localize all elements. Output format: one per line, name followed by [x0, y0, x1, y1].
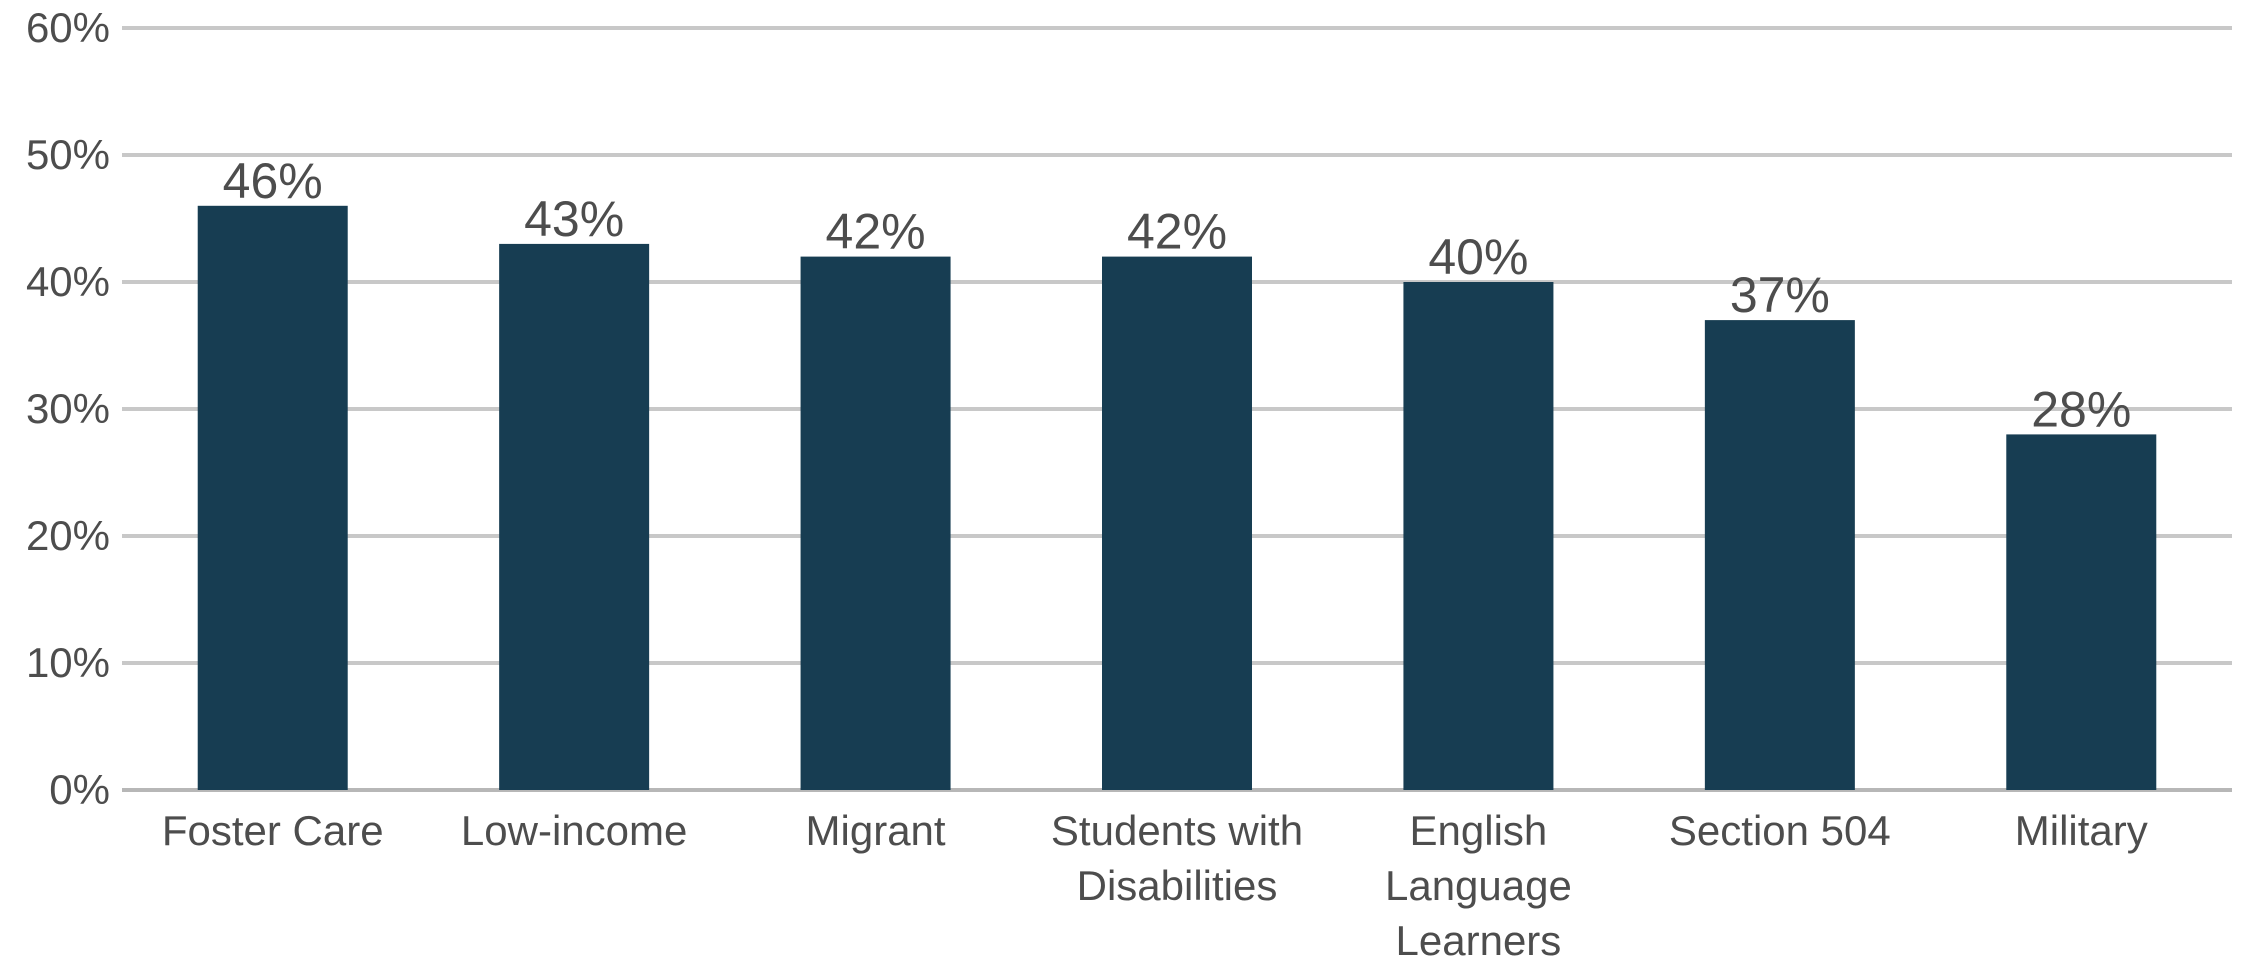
- x-axis-ticks: Foster Care Low-income Migrant Students wit…: [162, 807, 2148, 964]
- bar-4: [1403, 282, 1554, 790]
- y-axis-ticks: 0% 10% 20% 30% 40% 50% 60%: [26, 4, 110, 813]
- data-label-2: 42%: [826, 204, 926, 260]
- data-label-3: 42%: [1127, 204, 1227, 260]
- y-tick-label-20: 20%: [26, 512, 110, 559]
- y-tick-label-60: 60%: [26, 4, 110, 51]
- y-tick-label-0: 0%: [49, 766, 110, 813]
- bar-1: [499, 243, 650, 790]
- bar-5: [1704, 320, 1855, 790]
- data-labels: 46% 43% 42% 42% 40% 37% 28%: [223, 153, 2132, 438]
- data-label-6: 28%: [2031, 381, 2131, 437]
- x-tick-label-4-2: Learners: [1396, 917, 1562, 964]
- y-tick-label-40: 40%: [26, 258, 110, 305]
- x-tick-label-4-0: English: [1410, 807, 1548, 854]
- bars: [197, 205, 2157, 791]
- x-tick-label-6-0: Military: [2015, 807, 2148, 854]
- x-tick-label-3-0: Students with: [1051, 807, 1303, 854]
- x-tick-label-4-1: Language: [1385, 862, 1572, 909]
- data-label-5: 37%: [1730, 267, 1830, 323]
- x-tick-label-0-0: Foster Care: [162, 807, 384, 854]
- x-tick-label-3-1: Disabilities: [1077, 862, 1278, 909]
- bar-3: [1102, 256, 1252, 791]
- bar-2: [800, 256, 951, 791]
- data-label-1: 43%: [524, 191, 624, 247]
- x-tick-label-2-0: Migrant: [806, 807, 946, 854]
- y-tick-label-50: 50%: [26, 131, 110, 178]
- bar-6: [2006, 434, 2157, 790]
- bar-0: [197, 205, 348, 791]
- x-tick-label-1-0: Low-income: [461, 807, 687, 854]
- y-tick-label-10: 10%: [26, 639, 110, 686]
- y-tick-label-30: 30%: [26, 385, 110, 432]
- data-label-0: 46%: [223, 153, 323, 209]
- x-tick-label-5-0: Section 504: [1669, 807, 1891, 854]
- data-label-4: 40%: [1428, 229, 1528, 285]
